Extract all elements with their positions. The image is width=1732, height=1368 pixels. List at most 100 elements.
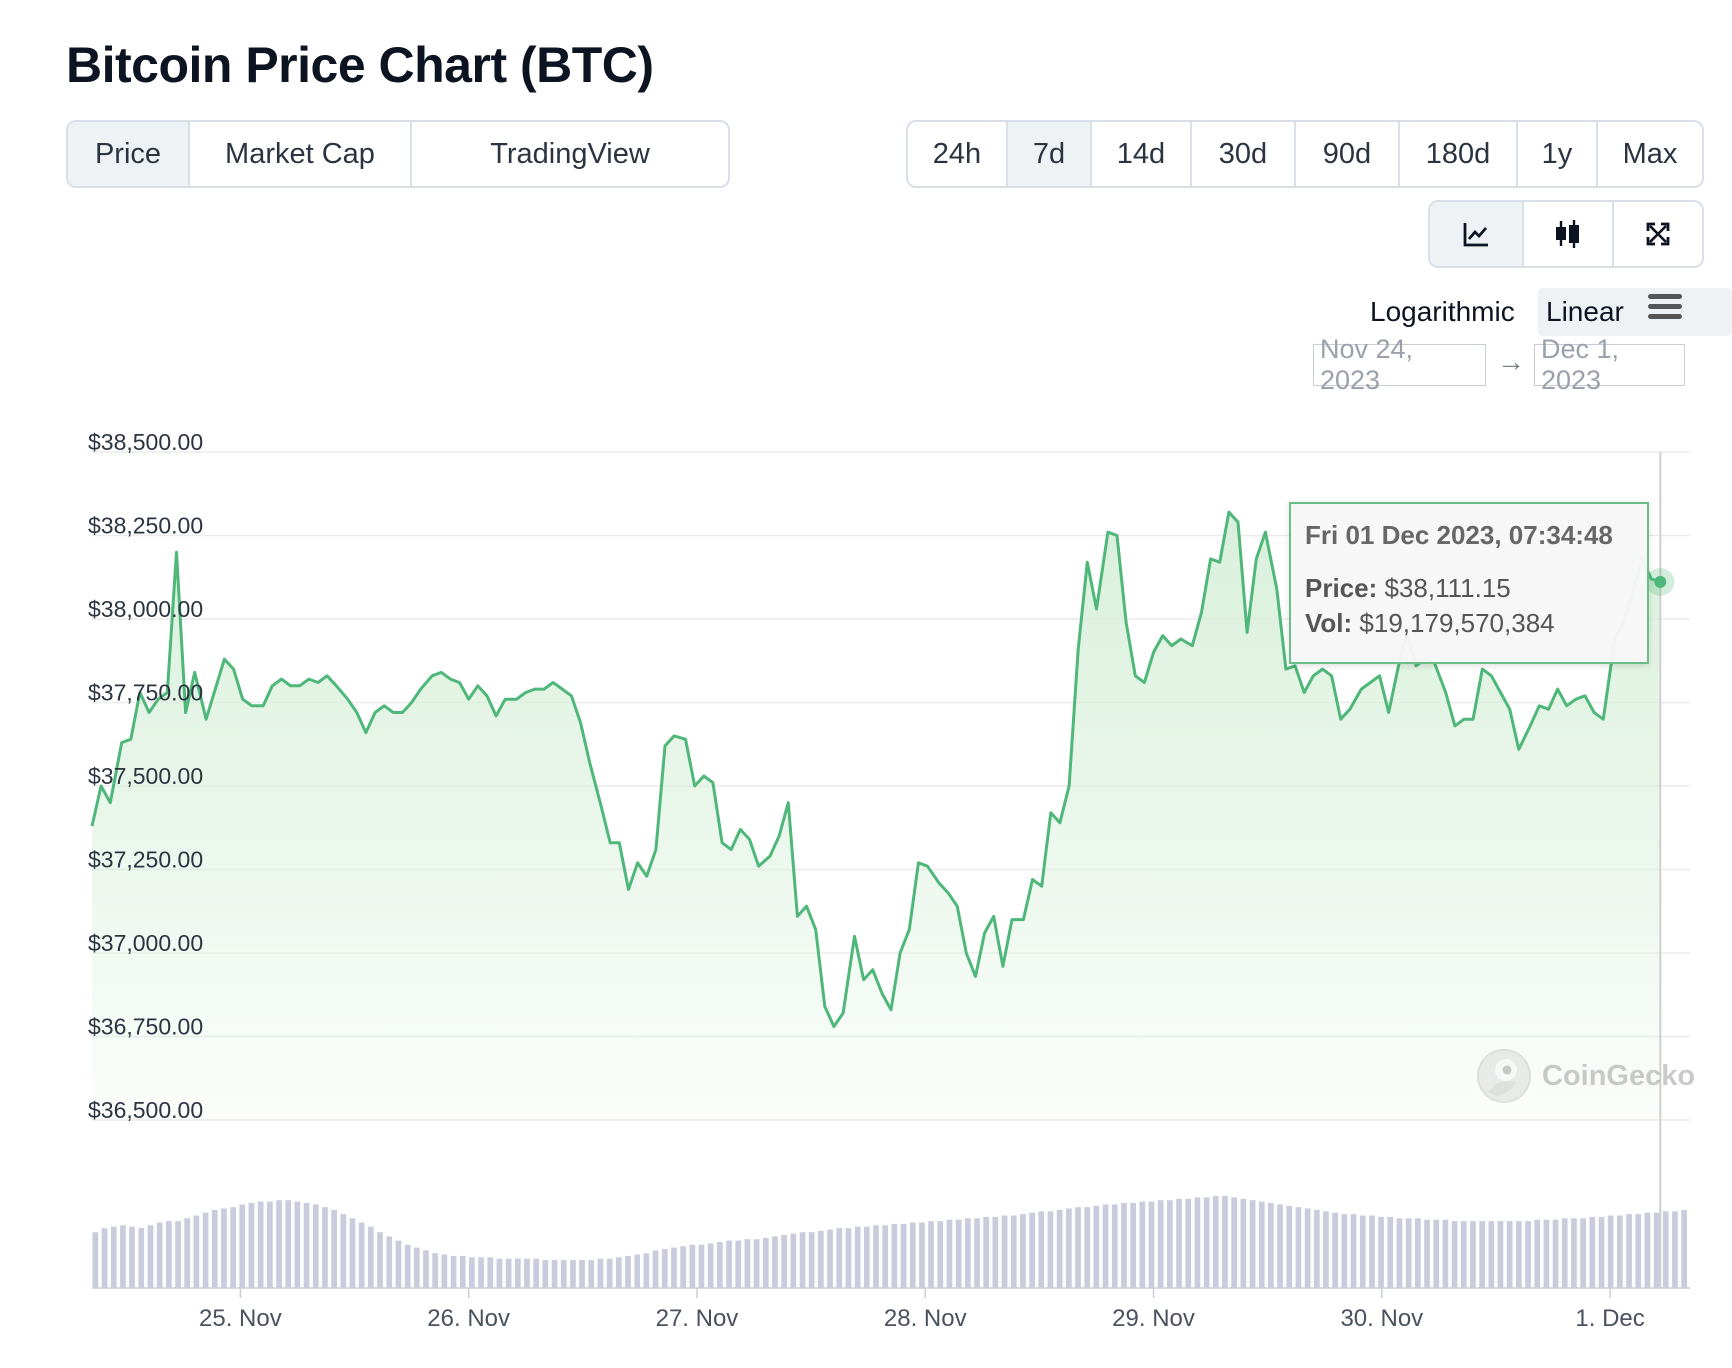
- volume-bar: [441, 1254, 448, 1288]
- volume-bar: [937, 1221, 944, 1288]
- y-tick-label: $38,500.00: [88, 429, 203, 455]
- volume-bar: [221, 1208, 227, 1288]
- volume-bar: [1194, 1197, 1201, 1288]
- y-tick-label: $37,250.00: [88, 847, 203, 873]
- volume-bar: [827, 1229, 833, 1288]
- volume-bar: [1121, 1203, 1127, 1288]
- volume-bar: [413, 1247, 420, 1288]
- volume-bar: [1047, 1211, 1054, 1288]
- volume-bar: [1580, 1218, 1586, 1288]
- range-14d[interactable]: 14d: [1092, 122, 1192, 186]
- volume-bar: [955, 1219, 962, 1288]
- volume-bar: [1396, 1218, 1403, 1288]
- volume-bar: [1268, 1203, 1274, 1288]
- range-7d[interactable]: 7d: [1008, 122, 1092, 186]
- range-90d[interactable]: 90d: [1296, 122, 1400, 186]
- volume-bar: [349, 1218, 356, 1288]
- volume-bar: [891, 1223, 898, 1288]
- volume-bar: [1075, 1207, 1081, 1288]
- watermark-text: CoinGecko: [1542, 1059, 1696, 1092]
- menu-icon[interactable]: [1648, 292, 1682, 322]
- volume-bar: [395, 1240, 402, 1288]
- line-chart-icon: [1463, 223, 1488, 247]
- volume-bar: [643, 1253, 650, 1288]
- volume-bar: [1589, 1216, 1596, 1288]
- volume-bar: [625, 1255, 631, 1288]
- view-line-button[interactable]: [1430, 202, 1524, 266]
- volume-bar: [1451, 1221, 1458, 1288]
- volume-bar: [772, 1236, 778, 1288]
- volume-bar: [1442, 1219, 1449, 1288]
- volume-bar: [358, 1222, 365, 1288]
- range-label: 7d: [1032, 137, 1066, 170]
- tab-tradingview[interactable]: TradingView: [412, 122, 728, 186]
- range-1y[interactable]: 1y: [1518, 122, 1598, 186]
- tooltip-vol-value: $19,179,570,384: [1359, 608, 1555, 638]
- volume-bar: [1497, 1221, 1504, 1288]
- volume-bar: [312, 1204, 319, 1288]
- x-tick-label: 26. Nov: [427, 1305, 510, 1332]
- volume-bar: [854, 1226, 861, 1288]
- y-tick-label: $37,500.00: [88, 763, 203, 789]
- volume-bar: [1350, 1214, 1357, 1288]
- range-max[interactable]: Max: [1598, 122, 1702, 186]
- volume-bar: [1167, 1200, 1173, 1288]
- volume-bar: [1286, 1205, 1293, 1288]
- volume-bar: [1607, 1215, 1614, 1288]
- volume-bar: [1020, 1214, 1026, 1288]
- volume-bar: [1249, 1200, 1256, 1288]
- volume-bar: [744, 1239, 751, 1288]
- volume-bar: [1460, 1221, 1467, 1288]
- x-tick-label: 29. Nov: [1112, 1305, 1195, 1332]
- view-candlestick-button[interactable]: [1524, 202, 1614, 266]
- volume-bar: [1516, 1221, 1522, 1288]
- volume-bar: [1212, 1196, 1219, 1288]
- volume-bar: [1617, 1215, 1623, 1288]
- volume-bar: [432, 1253, 438, 1288]
- volume-bar: [1084, 1207, 1091, 1288]
- volume-bar: [781, 1235, 787, 1288]
- scale-linear-option[interactable]: Linear: [1538, 288, 1732, 336]
- tab-price[interactable]: Price: [68, 122, 190, 186]
- volume-bar: [1424, 1219, 1430, 1288]
- chart-tooltip: Fri 01 Dec 2023, 07:34:48 Price: $38,111…: [1289, 502, 1649, 664]
- chart-type-tabs: Price Market Cap TradingView: [66, 120, 730, 188]
- volume-bar: [1240, 1198, 1247, 1288]
- volume-bar: [579, 1260, 585, 1288]
- volume-bar: [1506, 1221, 1513, 1288]
- y-tick-label: $36,500.00: [88, 1097, 203, 1123]
- volume-bar: [1470, 1221, 1476, 1288]
- tab-price-label: Price: [94, 137, 162, 170]
- volume-bar: [1010, 1215, 1017, 1288]
- volume-bar: [469, 1257, 475, 1288]
- volume-bar: [707, 1243, 714, 1288]
- range-180d[interactable]: 180d: [1400, 122, 1518, 186]
- volume-bar: [267, 1201, 273, 1288]
- scale-logarithmic-option[interactable]: Logarithmic: [1370, 296, 1515, 327]
- range-24h[interactable]: 24h: [908, 122, 1008, 186]
- volume-bar: [1672, 1211, 1678, 1288]
- volume-bar: [386, 1236, 393, 1288]
- y-tick-label: $38,250.00: [88, 513, 203, 539]
- range-30d[interactable]: 30d: [1192, 122, 1296, 186]
- volume-bar: [1561, 1218, 1568, 1288]
- chart-view-tabs: [1428, 200, 1704, 268]
- volume-bar: [1543, 1219, 1550, 1288]
- volume-bar: [1525, 1221, 1531, 1288]
- volume-bar: [404, 1244, 411, 1288]
- volume-bar: [965, 1218, 971, 1288]
- view-expand-button[interactable]: [1614, 202, 1702, 266]
- volume-bar: [1139, 1201, 1146, 1288]
- tab-tradingview-label: TradingView: [490, 137, 650, 170]
- range-label: 180d: [1425, 137, 1491, 170]
- volume-bar: [790, 1233, 797, 1288]
- volume-bar: [983, 1216, 989, 1288]
- volume-bar: [92, 1232, 99, 1288]
- tab-market-cap[interactable]: Market Cap: [190, 122, 412, 186]
- volume-bar: [184, 1218, 190, 1288]
- volume-bar: [156, 1222, 163, 1288]
- tab-market-cap-label: Market Cap: [225, 137, 375, 170]
- volume-bar: [836, 1228, 843, 1288]
- volume-bar: [1295, 1207, 1302, 1288]
